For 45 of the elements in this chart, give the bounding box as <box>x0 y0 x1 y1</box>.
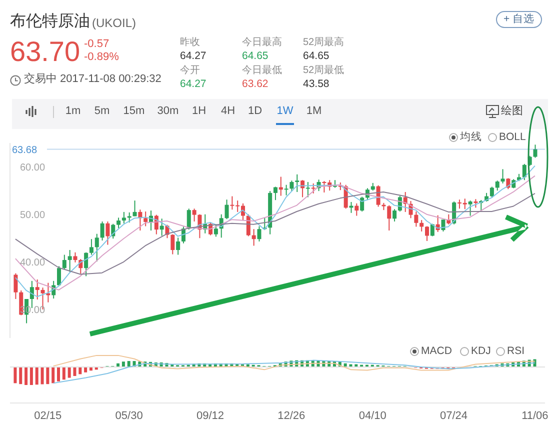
x-tick-label: 12/26 <box>278 410 306 422</box>
text: 52周最高 <box>303 37 344 48</box>
x-tick-label: 07/24 <box>440 410 468 422</box>
text: 30m <box>157 105 179 117</box>
text: -0.89% <box>84 51 119 63</box>
annotation: 均线 <box>460 131 482 143</box>
text: 64.27 <box>180 50 206 62</box>
x-tick-label: 05/30 <box>115 410 143 422</box>
y-tick-label: 40.00 <box>20 257 46 268</box>
text: 15m <box>123 105 145 117</box>
text: 5m <box>94 105 110 117</box>
text: 63.70 <box>10 36 80 67</box>
text: 绘图 <box>501 105 523 117</box>
add-button: + 自选 <box>496 11 542 28</box>
text: 1M <box>306 105 322 117</box>
y-tick-label: 60.00 <box>20 162 46 174</box>
text: 今日最低 <box>242 65 282 76</box>
x-tick-label: 09/12 <box>196 410 224 422</box>
text: 1W <box>276 105 294 117</box>
text: 交易中 2017-11-08 00:29:32 <box>24 73 162 85</box>
text: 64.65 <box>303 50 330 62</box>
text: 64.27 <box>180 78 206 90</box>
annotation: BOLL <box>499 131 526 143</box>
annotation: KDJ <box>471 345 491 357</box>
x-tick-label: 11/06 <box>522 410 548 422</box>
text: 昨收 <box>180 37 200 48</box>
annotation: RSI <box>507 345 525 357</box>
text: 64.65 <box>242 50 268 62</box>
text: 布伦特原油 <box>10 13 90 30</box>
text: 4H <box>220 105 236 117</box>
y-tick-label: 50.00 <box>20 210 46 221</box>
text: 63.62 <box>242 78 268 90</box>
text: 43.58 <box>303 78 330 90</box>
ref-line-label: 63.68 <box>12 144 38 156</box>
x-tick-label: 04/10 <box>358 410 386 422</box>
text: 1D <box>248 105 262 117</box>
x-tick-label: 02/15 <box>34 410 62 422</box>
text: 1H <box>192 105 206 117</box>
text: 1m <box>65 105 81 117</box>
text: 今日最高 <box>242 37 282 48</box>
text: -0.57 <box>84 38 110 50</box>
text: 今开 <box>180 65 200 76</box>
text: 52周最低 <box>303 65 344 76</box>
text: (UKOIL) <box>92 16 136 30</box>
annotation: MACD <box>421 345 452 357</box>
